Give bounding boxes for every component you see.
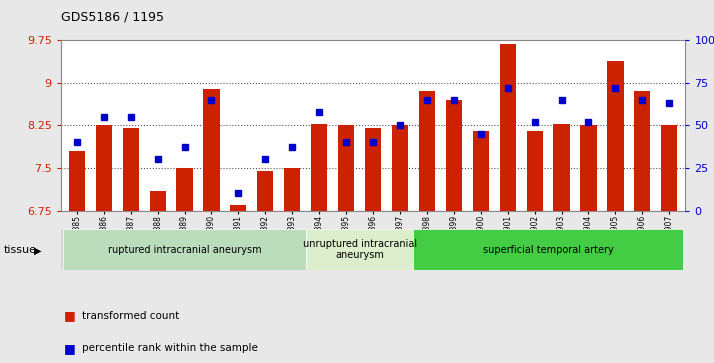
Bar	[123, 128, 139, 211]
Bar	[413, 229, 683, 270]
Bar	[526, 131, 543, 211]
Bar	[634, 91, 650, 211]
Bar	[176, 168, 193, 211]
Bar	[580, 125, 597, 211]
Bar	[96, 125, 112, 211]
Bar	[473, 131, 489, 211]
Text: ■: ■	[64, 342, 76, 355]
Text: ■: ■	[64, 309, 76, 322]
Text: superficial temporal artery: superficial temporal artery	[483, 245, 613, 254]
Bar	[446, 100, 462, 211]
Bar	[69, 151, 85, 211]
Text: GDS5186 / 1195: GDS5186 / 1195	[61, 11, 164, 24]
Bar	[392, 125, 408, 211]
Bar	[64, 229, 306, 270]
Bar	[284, 168, 301, 211]
Bar	[311, 123, 327, 211]
Bar	[338, 125, 354, 211]
Text: tissue: tissue	[4, 245, 36, 256]
Text: unruptured intracranial
aneurysm: unruptured intracranial aneurysm	[303, 239, 417, 260]
Bar	[608, 61, 623, 211]
Text: ruptured intracranial aneurysm: ruptured intracranial aneurysm	[108, 245, 261, 254]
Bar	[203, 89, 220, 211]
Bar	[661, 125, 678, 211]
Bar	[500, 44, 516, 211]
Text: transformed count: transformed count	[82, 311, 179, 321]
Bar	[257, 171, 273, 211]
Bar	[419, 91, 435, 211]
Text: ▶: ▶	[34, 245, 42, 256]
Bar	[231, 205, 246, 211]
Bar	[553, 123, 570, 211]
Bar	[149, 191, 166, 211]
Bar	[365, 128, 381, 211]
Text: percentile rank within the sample: percentile rank within the sample	[82, 343, 258, 354]
Bar	[306, 229, 413, 270]
